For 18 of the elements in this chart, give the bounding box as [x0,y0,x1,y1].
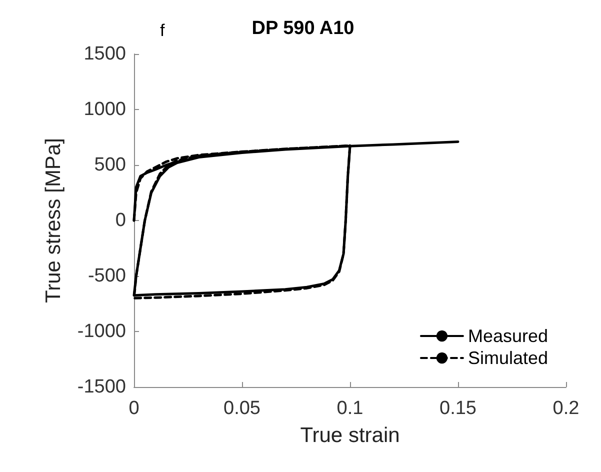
x-tick-label: 0.15 [440,398,476,419]
y-tick-label: -1000 [77,321,126,342]
y-tick-label: -1500 [77,376,126,398]
y-axis-title: True stress [MPa] [42,138,65,303]
y-tick-label: 1000 [84,99,126,120]
x-tick-label: 0.1 [336,398,364,419]
y-tick-label: 1500 [84,44,126,64]
x-tick-label: 0 [128,398,140,419]
x-tick-label: 0.05 [224,398,260,419]
legend-label: Simulated [468,348,548,368]
chart-title: DP 590 A10 [252,18,354,39]
legend-label: Measured [468,326,548,346]
x-tick-label: 0.2 [552,398,580,419]
y-tick-label: -500 [88,266,126,286]
y-tick-label: 0 [115,210,126,231]
x-axis-title: True strain [300,424,400,447]
y-tick-label: 500 [94,154,126,176]
text: f [160,21,165,40]
